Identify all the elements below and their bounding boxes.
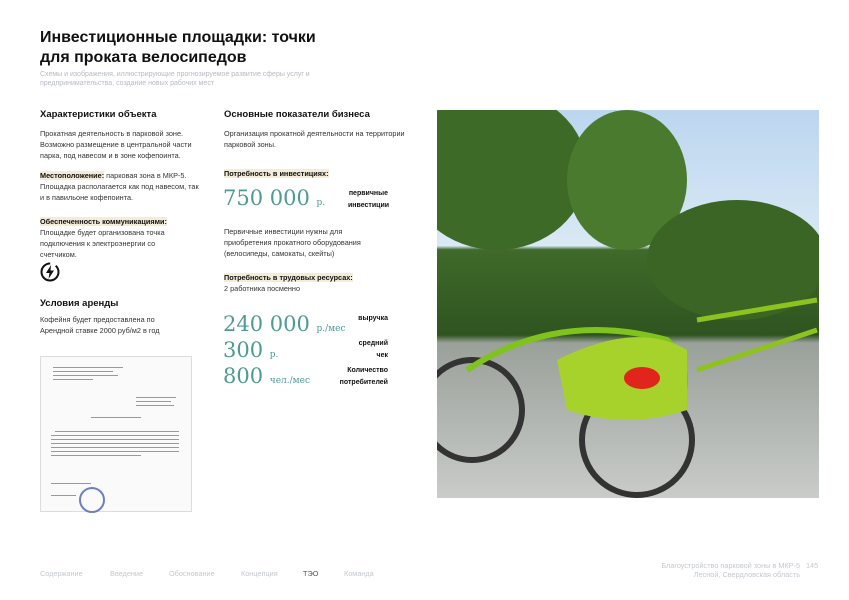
metric-caption: средний чек <box>358 340 388 359</box>
metric-caption: выручка <box>358 315 388 322</box>
comm-text: Площадке будет организована точка подклю… <box>40 228 165 259</box>
object-intro: Прокатная деятельность в парковой зоне. … <box>40 129 192 160</box>
metric-unit: чел./мес <box>269 376 311 386</box>
comm-block: Обеспеченность коммуникациями: Площадке б… <box>40 216 180 260</box>
metric-consumers: 800 чел./мес <box>223 364 310 388</box>
invest-value: 750 000 р. <box>223 186 325 210</box>
page-subtitle: Схемы и изображения, иллюстрирующие прог… <box>40 71 310 87</box>
metric-value: 240 000 <box>223 312 310 336</box>
rent-letter-scan <box>40 356 192 513</box>
invest-label-wrap: Потребность в инвестициях: <box>224 168 329 179</box>
bike-rental-photo <box>437 110 819 498</box>
metric-value: 300 <box>223 338 264 362</box>
labor-text: 2 работника посменно <box>224 284 301 293</box>
invest-caption: первичные инвестиции <box>348 190 390 209</box>
footer-project: Благоустройство парковой зоны в МКР-5 <box>661 561 800 570</box>
nav-feasibility[interactable]: ТЭО <box>303 569 319 578</box>
object-heading: Характеристики объекта <box>40 109 157 120</box>
nav-rationale[interactable]: Обоснование <box>169 569 215 578</box>
page-number: 145 <box>806 561 819 570</box>
metric-unit: р./мес <box>316 324 346 334</box>
metric-value: 800 <box>223 364 264 388</box>
business-heading: Основные показатели бизнеса <box>224 109 370 120</box>
invest-label: Потребность в инвестициях: <box>224 169 329 178</box>
metric-unit: р. <box>269 350 279 360</box>
invest-amount: 750 000 <box>223 186 310 210</box>
metric-caption: Количество потребителей <box>339 367 388 386</box>
location-text: парковая зона в МКР-5. Площадка располаг… <box>40 171 199 202</box>
comm-label: Обеспеченность коммуникациями: <box>40 217 167 226</box>
business-intro: Организация прокатной деятельности на те… <box>224 129 405 149</box>
location-block: Местоположение: парковая зона в МКР-5. П… <box>40 170 200 203</box>
nav-concept[interactable]: Концепция <box>241 569 278 578</box>
nav-team[interactable]: Команда <box>344 569 374 578</box>
invest-note: Первичные инвестиции нужны для приобрете… <box>224 227 361 258</box>
nav-introduction[interactable]: Введение <box>110 569 144 578</box>
labor-label: Потребность в трудовых ресурсах: <box>224 273 353 282</box>
invest-unit: р. <box>316 198 326 208</box>
page-title: Инвестиционные площадки: точки для прока… <box>40 29 316 66</box>
nav-contents[interactable]: Содержание <box>40 569 83 578</box>
footer-place: Лесной, Свердловская область <box>693 570 800 579</box>
rent-text: Кофейня будет предоставлена по Арендной … <box>40 315 160 335</box>
lightning-icon <box>40 262 60 287</box>
metric-revenue: 240 000 р./мес <box>223 312 346 336</box>
labor-block: Потребность в трудовых ресурсах: 2 работн… <box>224 272 353 294</box>
metric-avg-check: 300 р. <box>223 338 278 362</box>
rent-heading: Условия аренды <box>40 298 119 309</box>
location-label: Местоположение: <box>40 171 105 180</box>
